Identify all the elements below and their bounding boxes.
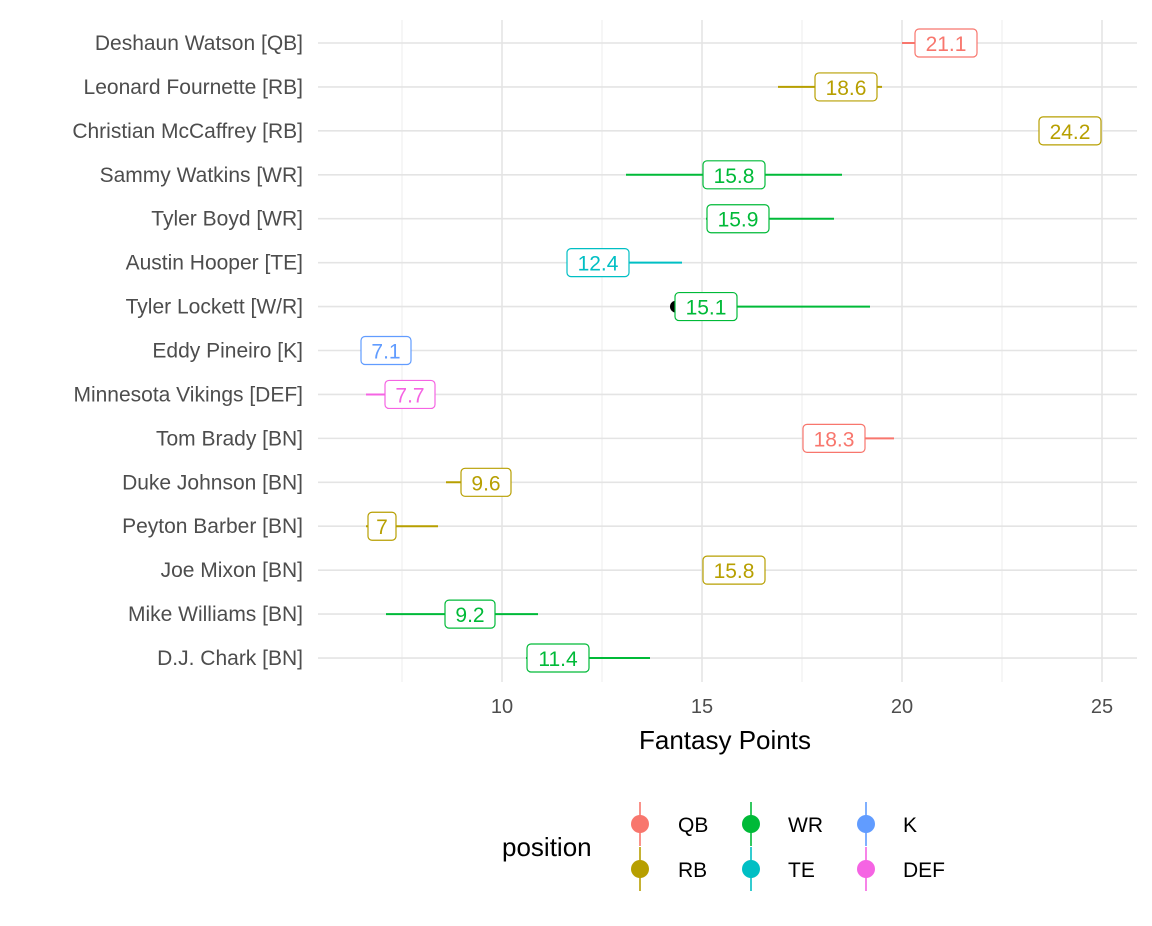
value-label-text: 21.1 <box>926 33 967 56</box>
value-label-box <box>706 204 770 234</box>
legend-label: QB <box>678 814 708 837</box>
y-tick-label: Deshaun Watson [QB] <box>95 32 303 55</box>
legend-item-k: K <box>857 802 917 846</box>
value-label: 11.4 <box>526 643 590 673</box>
x-tick-label: 15 <box>691 696 713 718</box>
value-label: 7.7 <box>384 379 436 410</box>
legend-key-dot <box>857 860 875 878</box>
value-label-box <box>814 72 878 102</box>
y-tick-label: Tyler Boyd [WR] <box>151 208 303 231</box>
y-tick-label: Tom Brady [BN] <box>156 427 303 450</box>
y-tick-label: Christian McCaffrey [RB] <box>72 120 303 143</box>
legend-item-te: TE <box>742 847 815 891</box>
value-label-box <box>526 643 590 673</box>
value-label-text: 15.9 <box>718 209 759 232</box>
legend-label: WR <box>788 814 823 837</box>
value-label: 15.8 <box>702 160 766 190</box>
value-label-text: 15.8 <box>714 165 755 188</box>
value-label: 9.6 <box>460 467 512 497</box>
y-tick-label: Eddy Pineiro [K] <box>152 340 303 363</box>
value-label: 18.6 <box>814 72 878 102</box>
value-label-text: 9.2 <box>455 604 484 627</box>
legend-item-rb: RB <box>631 847 707 891</box>
value-label-text: 18.3 <box>814 428 855 451</box>
value-label-box <box>1038 116 1102 146</box>
value-label-text: 11.4 <box>538 648 578 671</box>
value-label: 15.1 <box>674 291 738 322</box>
y-tick-label: Austin Hooper [TE] <box>126 252 303 275</box>
value-label-box <box>367 511 397 541</box>
value-label-text: 24.2 <box>1050 121 1091 144</box>
value-label-text: 9.6 <box>471 472 500 495</box>
legend-key-dot <box>631 860 649 878</box>
label-layer: 21.1 18.6 24.2 15.8 15.9 12.4 15.1 7.1 7.7 18.3 9.… <box>360 28 1102 673</box>
legend: position QB RB WR TE K DEF <box>502 802 945 891</box>
legend-label: TE <box>788 859 815 882</box>
x-tick-label: 20 <box>891 696 913 718</box>
value-label-text: 18.6 <box>826 77 867 100</box>
value-label-box <box>674 291 738 322</box>
value-label-box <box>360 335 412 366</box>
value-label-box <box>444 599 496 629</box>
value-label: 24.2 <box>1038 116 1102 146</box>
legend-key-dot <box>857 815 875 833</box>
y-tick-label: Peyton Barber [BN] <box>122 515 303 538</box>
value-label-text: 15.8 <box>714 560 755 583</box>
value-label-box <box>914 28 978 58</box>
value-label-box <box>566 248 630 278</box>
y-tick-label: Sammy Watkins [WR] <box>100 164 303 187</box>
y-tick-label: D.J. Chark [BN] <box>157 647 303 670</box>
y-tick-labels: Deshaun Watson [QB] Leonard Fournette [RB… <box>72 32 303 670</box>
value-label: 7.1 <box>360 335 412 366</box>
y-tick-label: Minnesota Vikings [DEF] <box>73 383 303 406</box>
value-label: 15.8 <box>702 555 766 585</box>
legend-item-qb: QB <box>631 802 708 846</box>
value-label-box <box>802 423 866 453</box>
x-tick-label: 25 <box>1091 696 1113 718</box>
legend-item-def: DEF <box>857 847 945 891</box>
value-label-text: 7.1 <box>371 341 400 364</box>
legend-key-dot <box>631 815 649 833</box>
y-tick-label: Duke Johnson [BN] <box>122 471 303 494</box>
y-tick-label: Joe Mixon [BN] <box>161 559 303 582</box>
legend-label: DEF <box>903 859 945 882</box>
value-label: 9.2 <box>444 599 496 629</box>
y-tick-label: Tyler Lockett [W/R] <box>126 296 303 319</box>
legend-title: position <box>502 832 592 862</box>
x-tick-label: 10 <box>491 696 513 718</box>
legend-item-wr: WR <box>742 802 823 846</box>
legend-key-dot <box>742 815 760 833</box>
value-label: 12.4 <box>566 248 630 278</box>
value-label-text: 15.1 <box>686 297 727 320</box>
value-label-box <box>384 379 436 410</box>
x-tick-labels: 10 15 20 25 <box>491 696 1113 718</box>
legend-key-dot <box>742 860 760 878</box>
legend-label: RB <box>678 859 707 882</box>
value-label-box <box>460 467 512 497</box>
value-label-text: 7.7 <box>395 384 424 407</box>
value-label-text: 12.4 <box>578 253 619 276</box>
value-label: 7 <box>367 511 397 541</box>
value-label-box <box>702 555 766 585</box>
y-tick-label: Mike Williams [BN] <box>128 603 303 626</box>
value-label: 15.9 <box>706 204 770 234</box>
x-axis-title: Fantasy Points <box>639 725 811 755</box>
value-label: 21.1 <box>914 28 978 58</box>
y-tick-label: Leonard Fournette [RB] <box>84 76 303 99</box>
value-label: 18.3 <box>802 423 866 453</box>
legend-label: K <box>903 814 917 837</box>
value-label-text: 7 <box>376 516 388 539</box>
value-label-box <box>702 160 766 190</box>
